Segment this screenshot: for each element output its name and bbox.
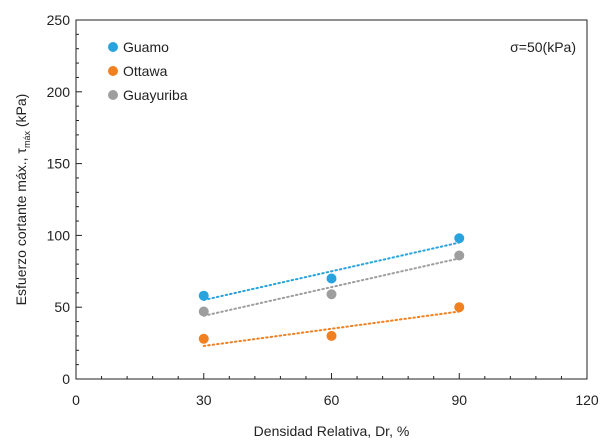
data-points xyxy=(198,233,465,344)
data-point-ottawa xyxy=(326,330,337,341)
x-tick-label: 30 xyxy=(196,392,212,408)
sigma-annotation: σ=50(kPa) xyxy=(510,39,576,55)
y-tick-label: 100 xyxy=(47,227,71,243)
trendline-guayuriba xyxy=(202,257,461,317)
legend: Guamo Ottawa Guayuriba xyxy=(108,39,188,103)
legend-marker-guamo xyxy=(108,42,118,52)
y-axis-title-subscript: máx xyxy=(22,131,32,149)
axis-ticks: 0 50 100 150 200 250 0 30 60 90 120 xyxy=(47,12,599,408)
x-axis-title: Densidad Relativa, Dr, % xyxy=(254,423,410,439)
data-point-guayuriba xyxy=(198,306,209,317)
y-tick-label: 0 xyxy=(62,371,70,387)
x-tick-label: 60 xyxy=(324,392,340,408)
y-tick-label: 200 xyxy=(47,84,71,100)
y-axis-title-main: Esfuerzo cortante máx., τ xyxy=(13,148,29,306)
legend-label-ottawa: Ottawa xyxy=(123,63,168,79)
trendlines xyxy=(202,241,461,347)
x-tick-label: 120 xyxy=(575,392,599,408)
x-tick-label: 90 xyxy=(451,392,467,408)
data-point-guayuriba xyxy=(454,250,465,261)
y-tick-label: 150 xyxy=(47,156,71,172)
trendline-ottawa xyxy=(202,310,461,347)
y-axis-title: Esfuerzo cortante máx., τmáx (kPa) xyxy=(13,94,32,306)
x-tick-label: 0 xyxy=(72,392,80,408)
data-point-ottawa xyxy=(454,302,465,313)
data-point-ottawa xyxy=(198,333,209,344)
y-axis-title-unit: (kPa) xyxy=(13,94,29,131)
y-tick-label: 250 xyxy=(47,12,71,28)
legend-label-guamo: Guamo xyxy=(123,39,169,55)
trendline-guamo xyxy=(202,241,461,302)
legend-label-guayuriba: Guayuriba xyxy=(123,87,188,103)
data-point-guamo xyxy=(326,273,337,284)
data-point-guamo xyxy=(454,233,465,244)
y-tick-label: 50 xyxy=(54,299,70,315)
data-point-guamo xyxy=(198,290,209,301)
legend-marker-guayuriba xyxy=(108,90,118,100)
legend-marker-ottawa xyxy=(108,66,118,76)
data-point-guayuriba xyxy=(326,289,337,300)
